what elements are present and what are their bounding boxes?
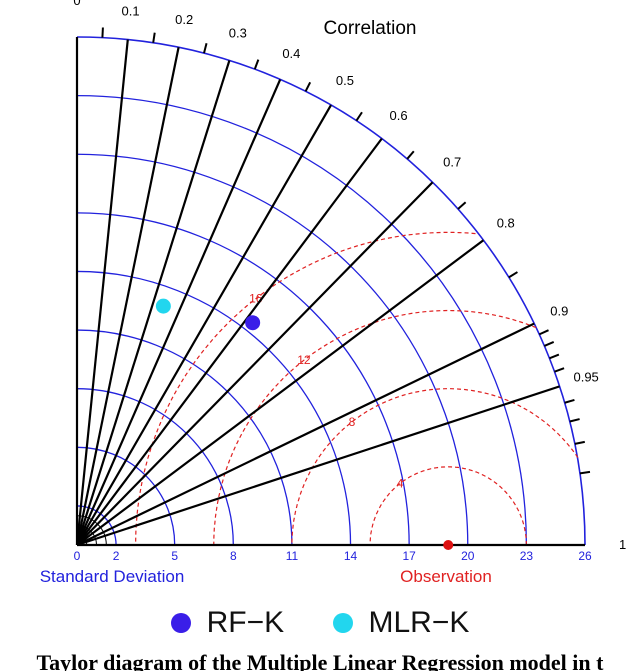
corr-label-0-7: 0.7: [443, 154, 461, 169]
std-tick-label-8: 8: [230, 549, 237, 563]
corr-line-0-3: [75, 60, 231, 546]
std-tick-label-11: 11: [286, 549, 299, 563]
corr-minor-tick-6: [406, 150, 415, 160]
corr-label-0-1: 0.1: [122, 4, 140, 19]
corr-line-0-5: [76, 104, 332, 546]
corr-minor-tick-11: [549, 353, 560, 360]
corr-minor-tick-1: [152, 32, 156, 43]
corr-label-0-6: 0.6: [390, 108, 408, 123]
corr-minor-tick-14: [569, 418, 580, 423]
legend-marker-rf-k: [170, 613, 191, 633]
observation-label: Observation: [400, 567, 492, 586]
legend-label-rf-k: RF−K: [206, 606, 285, 639]
std-tick-label-5: 5: [171, 549, 178, 563]
corr-line-0-2: [75, 47, 180, 546]
legend-marker-mlr-k: [332, 613, 353, 633]
corr-minor-tick-15: [574, 440, 585, 445]
corr-line-0-9: [76, 322, 535, 546]
corr-minor-tick-12: [554, 367, 565, 373]
legend-item-rf-k: RF−K: [170, 606, 285, 640]
taylor-diagram: 48121600.10.20.30.40.50.60.70.80.90.951C…: [40, 0, 626, 586]
rmsd-contour-8: [291, 388, 579, 545]
std-arc-20: [76, 153, 469, 546]
std-arc-8: [76, 388, 234, 546]
corr-line-0-1: [75, 39, 129, 546]
corr-minor-tick-3: [253, 59, 260, 70]
std-axis-label: Standard Deviation: [40, 567, 185, 586]
std-tick-label-0: 0: [74, 549, 81, 563]
corr-minor-tick-9: [538, 329, 549, 336]
rmsd-label-8: 8: [349, 415, 356, 429]
std-arc-26: [76, 36, 586, 546]
std-tick-label-17: 17: [402, 549, 416, 563]
corr-minor-tick-4: [304, 81, 312, 92]
corr-line-0-8: [76, 239, 485, 546]
corr-label-0: 0: [73, 0, 80, 8]
std-tick-label-2: 2: [113, 549, 120, 563]
corr-minor-tick-0: [101, 27, 104, 38]
rmsd-contour-4: [369, 466, 527, 545]
observation-point: [443, 540, 454, 550]
corr-label-0-95: 0.95: [573, 370, 598, 385]
correlation-title: Correlation: [324, 18, 417, 39]
rmsd-contour-16: [135, 231, 476, 546]
rmsd-label-12: 12: [297, 353, 311, 367]
point-mlr-k: [155, 298, 171, 314]
legend: RF−K MLR−K: [0, 606, 640, 646]
std-tick-label-26: 26: [578, 549, 592, 563]
corr-minor-tick-16: [579, 470, 591, 475]
std-arc-11: [76, 329, 293, 546]
rmsd-label-4: 4: [397, 476, 404, 490]
corr-line-0-6: [76, 137, 383, 546]
corr-label-0-2: 0.2: [175, 12, 193, 27]
corr-minor-tick-7: [457, 201, 467, 210]
legend-label-mlr-k: MLR−K: [368, 606, 470, 639]
std-tick-label-20: 20: [461, 549, 475, 563]
std-tick-label-14: 14: [344, 549, 358, 563]
std-arc-14: [76, 270, 352, 546]
corr-label-0-4: 0.4: [282, 46, 300, 61]
corr-minor-tick-2: [203, 43, 208, 54]
corr-label-0-5: 0.5: [336, 73, 354, 88]
point-rf-k: [245, 315, 261, 331]
figure-caption: Taylor diagram of the Multiple Linear Re…: [36, 650, 604, 671]
std-arc-17: [76, 212, 410, 546]
corr-label-0-9: 0.9: [550, 303, 568, 318]
corr-minor-tick-5: [355, 111, 363, 122]
std-arc-23: [76, 94, 528, 546]
corr-minor-tick-10: [543, 341, 555, 347]
corr-label-0-8: 0.8: [497, 215, 515, 230]
corr-line-0-95: [76, 385, 560, 547]
corr-line-0-7: [76, 181, 434, 546]
corr-minor-tick-13: [564, 398, 575, 404]
std-tick-label-23: 23: [520, 549, 534, 563]
corr-label-0-3: 0.3: [229, 26, 247, 41]
legend-item-mlr-k: MLR−K: [332, 606, 470, 640]
corr-minor-tick-8: [508, 271, 518, 279]
corr-label-1: 1: [619, 537, 626, 552]
corr-line-0-4: [75, 78, 282, 546]
